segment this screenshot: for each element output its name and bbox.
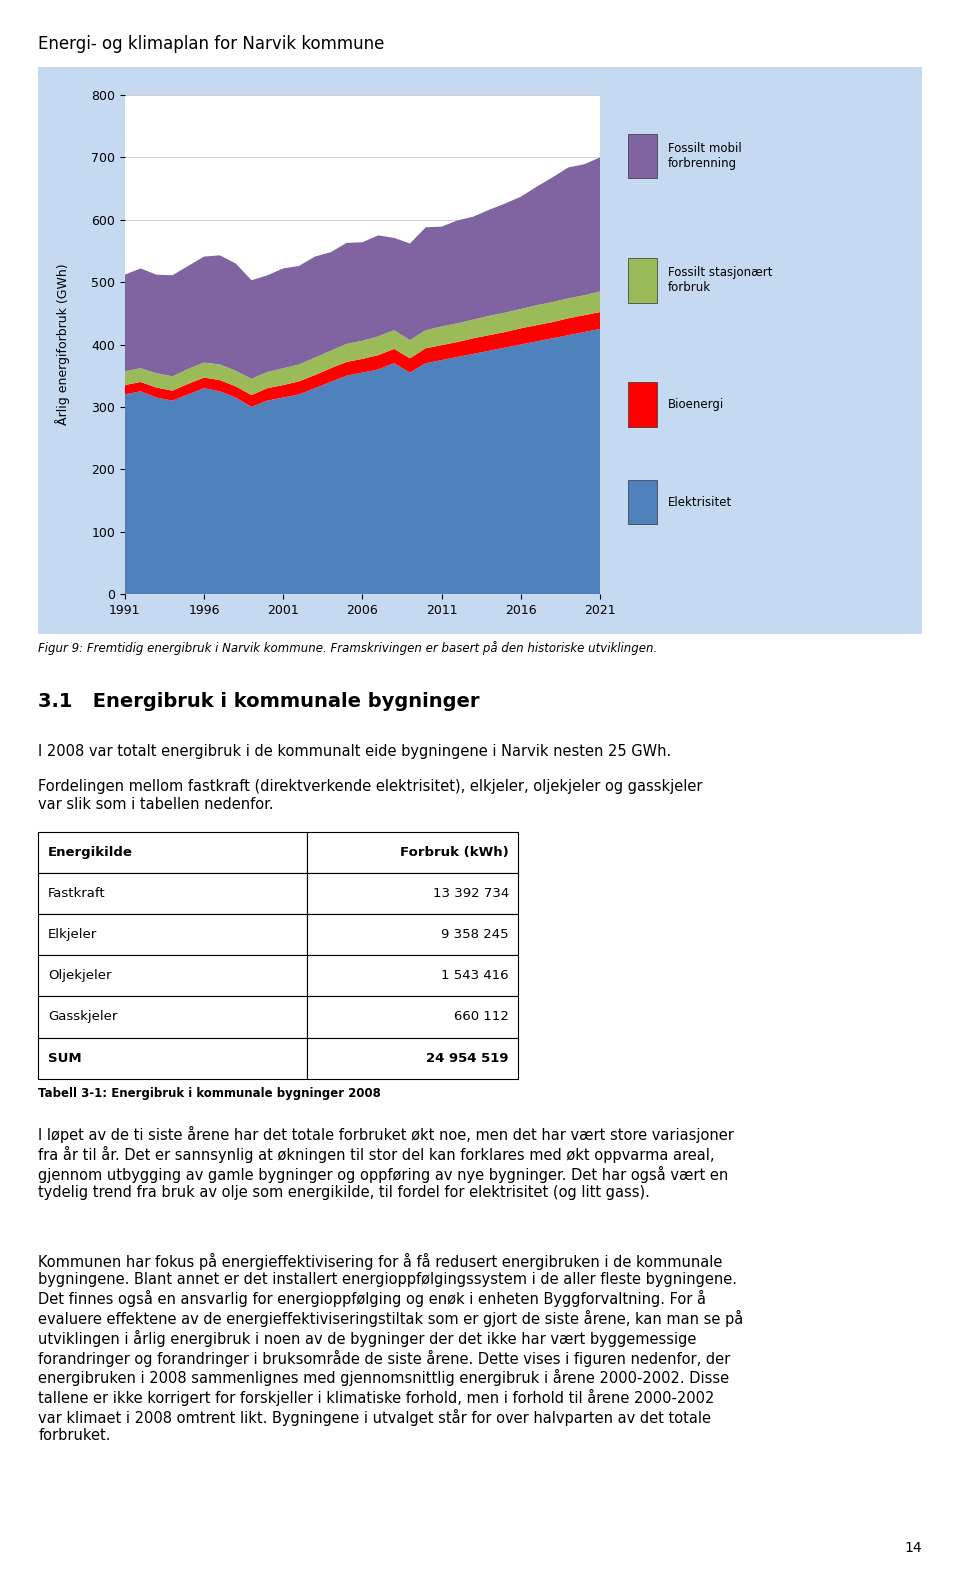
Text: Fordelingen mellom fastkraft (direktverkende elektrisitet), elkjeler, oljekjeler: Fordelingen mellom fastkraft (direktverk… [38,779,703,811]
Bar [307,832,518,873]
Text: Forbruk (kWh): Forbruk (kWh) [400,846,509,859]
Text: Tabell 3-1: Energibruk i kommunale bygninger 2008: Tabell 3-1: Energibruk i kommunale bygni… [38,1087,381,1099]
Text: SUM: SUM [48,1052,82,1064]
Text: 24 954 519: 24 954 519 [426,1052,509,1064]
Text: Elektrisitet: Elektrisitet [668,496,732,508]
Text: Energi- og klimaplan for Narvik kommune: Energi- og klimaplan for Narvik kommune [38,35,385,52]
Bar [628,258,657,303]
Text: 13 392 734: 13 392 734 [433,887,509,900]
Bar [307,1038,518,1079]
Text: 9 358 245: 9 358 245 [442,928,509,941]
Bar [628,135,657,179]
Bar [38,955,307,996]
Text: Årlig energiforbruk (GWh): Årlig energiforbruk (GWh) [55,263,70,426]
Text: Fastkraft: Fastkraft [48,887,106,900]
Text: I løpet av de ti siste årene har det totale forbruket økt noe, men det har vært : I løpet av de ti siste årene har det tot… [38,1126,734,1201]
Text: 660 112: 660 112 [454,1011,509,1023]
Text: Fossilt mobil
forbrenning: Fossilt mobil forbrenning [668,143,742,169]
Bar [38,914,307,955]
Bar [307,914,518,955]
Text: 14: 14 [904,1541,922,1555]
Bar [38,873,307,914]
Bar [307,996,518,1038]
Text: 3.1   Energibruk i kommunale bygninger: 3.1 Energibruk i kommunale bygninger [38,692,480,711]
Text: I 2008 var totalt energibruk i de kommunalt eide bygningene i Narvik nesten 25 G: I 2008 var totalt energibruk i de kommun… [38,744,672,759]
Text: Bioenergi: Bioenergi [668,398,725,412]
Bar [628,480,657,524]
Text: 1 543 416: 1 543 416 [442,969,509,982]
Bar [38,996,307,1038]
Bar [628,382,657,426]
Text: Fossilt stasjonært
forbruk: Fossilt stasjonært forbruk [668,266,773,295]
Bar [38,832,307,873]
Bar [307,955,518,996]
Text: Oljekjeler: Oljekjeler [48,969,111,982]
Bar [38,1038,307,1079]
Bar [307,873,518,914]
Text: Energikilde: Energikilde [48,846,132,859]
Text: Utviklingen i energiforbruk i Narvik kommune: Utviklingen i energiforbruk i Narvik kom… [178,95,570,109]
Text: Elkjeler: Elkjeler [48,928,97,941]
Text: Figur 9: Fremtidig energibruk i Narvik kommune. Framskrivingen er basert på den : Figur 9: Fremtidig energibruk i Narvik k… [38,642,658,656]
Text: Kommunen har fokus på energieffektivisering for å få redusert energibruken i de : Kommunen har fokus på energieffektiviser… [38,1253,744,1443]
Text: Gasskjeler: Gasskjeler [48,1011,117,1023]
